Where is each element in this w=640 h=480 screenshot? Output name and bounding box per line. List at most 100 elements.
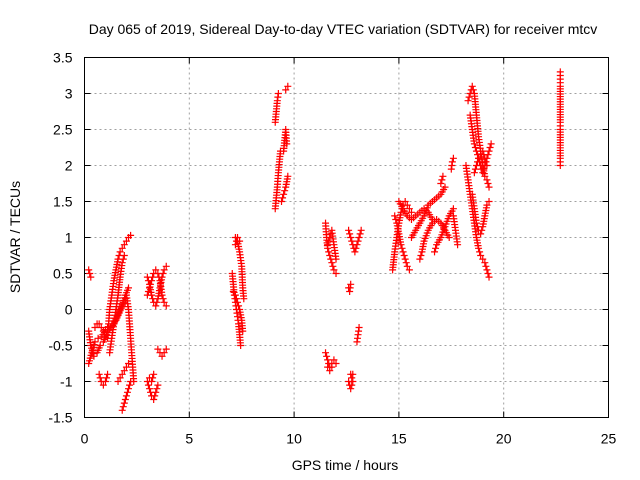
data-point (441, 183, 449, 191)
data-point (484, 180, 492, 187)
data-point (118, 259, 126, 267)
data-point (405, 205, 413, 213)
data-point (349, 370, 357, 378)
data-point (158, 273, 166, 281)
data-point (481, 259, 489, 267)
chart-title: Day 065 of 2019, Sidereal Day-to-day VTE… (89, 21, 598, 37)
data-point (284, 172, 292, 180)
y-tick-label: 0.5 (53, 266, 73, 282)
data-point (122, 392, 130, 400)
data-point (118, 370, 126, 378)
y-tick-label: 1.5 (53, 194, 73, 210)
data-point (150, 396, 158, 403)
data-point (274, 90, 282, 97)
data-point (125, 284, 133, 292)
y-axis-label: SDTVAR / TECUs (7, 181, 23, 293)
data-point (432, 244, 440, 252)
data-point (479, 255, 487, 263)
data-point (240, 295, 248, 303)
data-point (149, 374, 157, 382)
data-point (332, 255, 340, 263)
x-tick-labels: 0 5 10 15 20 25 (81, 431, 617, 447)
data-point (479, 169, 487, 177)
data-point (487, 140, 495, 148)
data-point (162, 302, 170, 310)
y-tick-label: -0.5 (48, 338, 72, 354)
data-point (234, 298, 242, 306)
y-tick-label: 3 (65, 86, 73, 102)
data-point (121, 396, 129, 403)
data-point (483, 201, 491, 209)
data-point (480, 165, 488, 173)
data-point (231, 241, 239, 249)
data-point (417, 252, 425, 259)
data-point (349, 378, 357, 385)
data-point (481, 172, 489, 180)
data-point (324, 356, 332, 364)
data-point (480, 151, 488, 159)
data-point (347, 234, 355, 241)
data-point (282, 86, 290, 94)
data-point (332, 270, 340, 277)
data-point (101, 378, 109, 385)
data-point (148, 378, 156, 385)
data-point (438, 176, 446, 184)
x-tick-label: 15 (391, 431, 407, 447)
y-tick-label: 2.5 (53, 122, 73, 138)
data-point (449, 205, 457, 213)
data-point (144, 381, 152, 389)
data-point (97, 324, 105, 331)
data-point (322, 349, 330, 357)
y-tick-label: -1.5 (48, 410, 72, 426)
data-point (95, 370, 103, 378)
data-point (479, 147, 487, 155)
data-point (160, 298, 168, 306)
data-point (118, 406, 126, 414)
data-point (120, 367, 128, 375)
data-point (154, 345, 162, 353)
data-point (437, 180, 445, 187)
data-point (91, 324, 99, 331)
data-point (391, 212, 399, 220)
data-point (481, 154, 489, 162)
data-point (448, 158, 456, 166)
data-point (235, 302, 243, 310)
y-tick-label: 1 (65, 230, 73, 246)
data-point (403, 201, 411, 209)
data-point (485, 183, 493, 191)
data-point (326, 252, 334, 259)
y-tick-label: 0 (65, 302, 73, 318)
data-point (144, 277, 152, 285)
x-axis-label: GPS time / hours (292, 457, 399, 473)
data-point (159, 270, 167, 277)
data-point (477, 252, 485, 259)
data-point (103, 374, 111, 382)
data-point (397, 208, 405, 216)
data-point (152, 302, 160, 310)
data-point (86, 270, 94, 277)
data-point (231, 291, 239, 299)
data-point (236, 237, 244, 245)
data-point (470, 140, 478, 148)
data-point (85, 266, 93, 274)
data-point (348, 374, 356, 382)
data-point (347, 385, 355, 393)
data-points (85, 68, 564, 414)
data-point (125, 385, 133, 393)
data-point (431, 248, 439, 256)
data-point (401, 198, 409, 205)
data-point (120, 241, 128, 249)
x-tick-label: 25 (601, 431, 617, 447)
plot-frame (84, 57, 609, 418)
data-point (94, 334, 102, 342)
data-point (354, 237, 362, 245)
data-point (160, 349, 168, 357)
data-point (556, 162, 564, 169)
data-point (475, 244, 483, 252)
data-point (471, 144, 479, 151)
data-point (351, 248, 359, 256)
data-point (123, 388, 131, 396)
data-point (145, 385, 153, 393)
data-point (330, 266, 338, 274)
data-point (151, 392, 159, 400)
